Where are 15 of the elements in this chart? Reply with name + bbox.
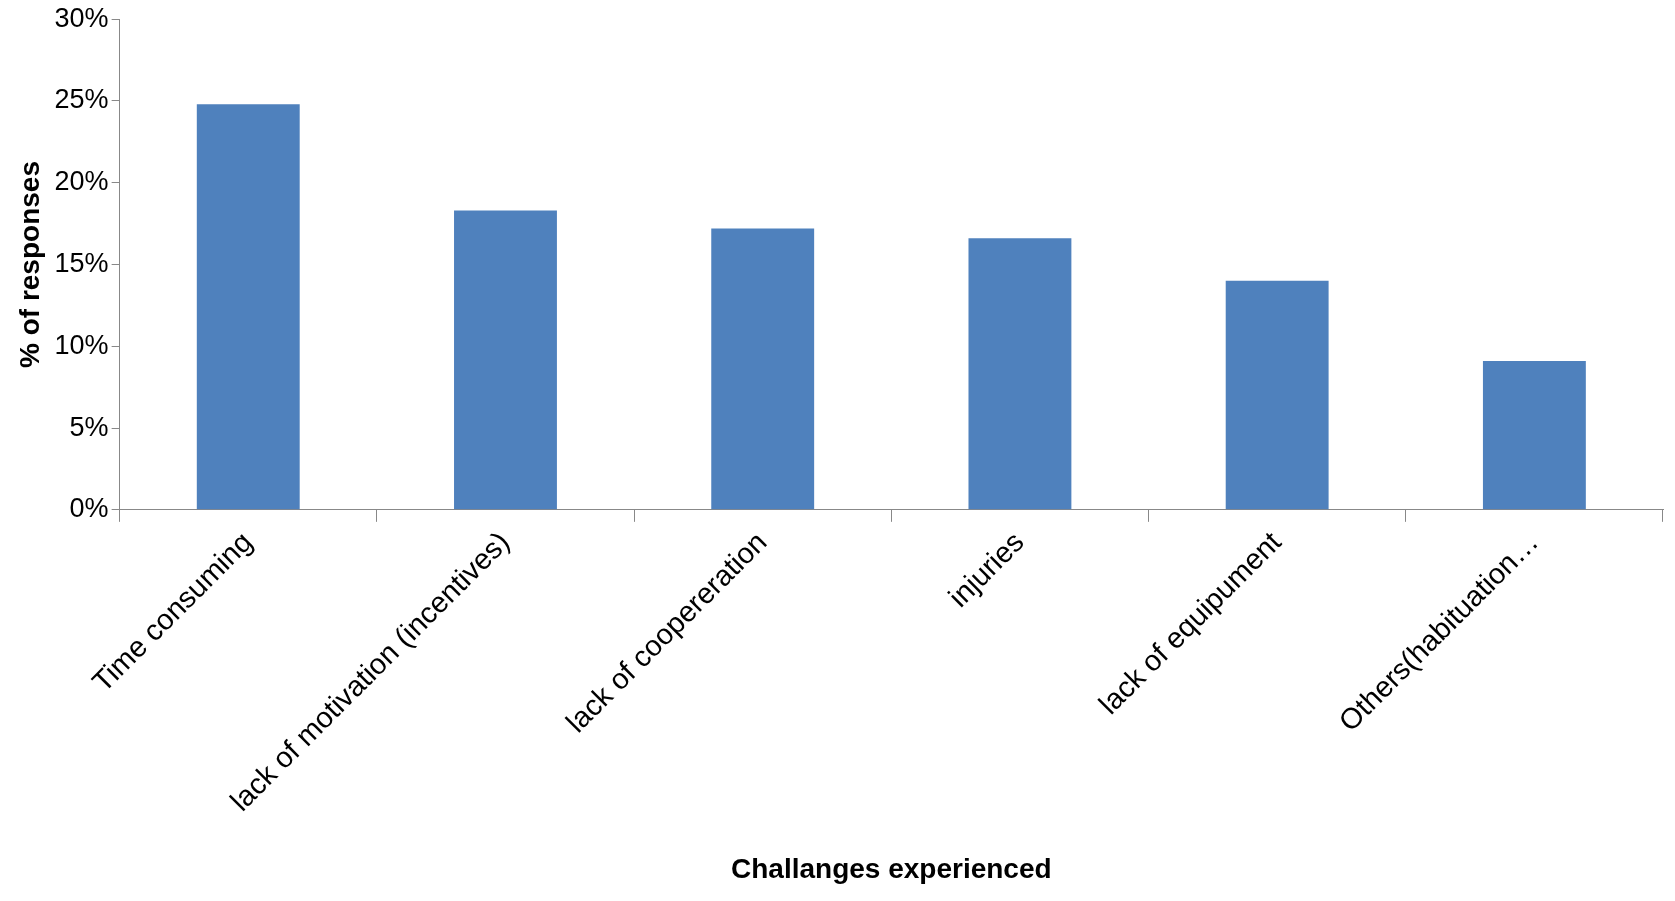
bar — [1225, 280, 1329, 510]
bar — [196, 104, 300, 510]
y-axis-title: % of responses — [13, 161, 45, 368]
y-tick-label: 10% — [54, 329, 109, 360]
y-tick-label: 15% — [54, 247, 109, 278]
bar — [711, 228, 815, 510]
y-tick-label: 5% — [69, 411, 109, 442]
y-tick-label: 30% — [54, 2, 109, 33]
y-tick-label: 20% — [54, 166, 109, 197]
bar — [1482, 361, 1586, 510]
y-tick-label: 25% — [54, 84, 109, 115]
y-tick-label: 0% — [69, 493, 109, 524]
bar — [968, 238, 1072, 510]
x-axis-title: Challanges experienced — [731, 852, 1052, 884]
bar — [454, 210, 557, 510]
